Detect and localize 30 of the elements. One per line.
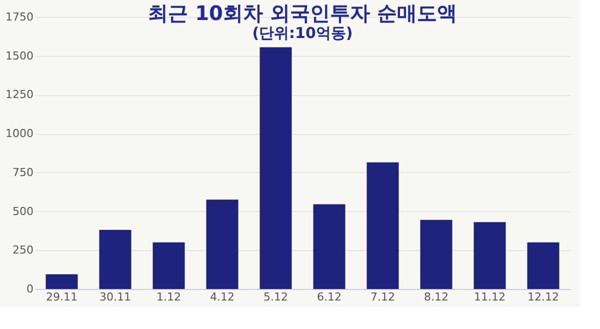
y-tick-label: 500 bbox=[12, 204, 34, 218]
x-tick-label: 30.11 bbox=[100, 290, 131, 304]
text: (단위:10억동) bbox=[252, 24, 353, 42]
chart-title: 최근 10회차 외국인투자 순매도액 bbox=[148, 1, 457, 25]
bar bbox=[313, 204, 346, 289]
x-tick-label: 1.12 bbox=[156, 290, 181, 304]
y-tick-label: 750 bbox=[12, 166, 34, 179]
y-tick-label: 1750 bbox=[6, 10, 34, 24]
x-tick-label: 7.12 bbox=[370, 290, 395, 304]
bar bbox=[152, 242, 185, 289]
x-tick-label: 8.12 bbox=[424, 290, 448, 304]
x-tick-label: 5.12 bbox=[264, 290, 288, 304]
bar bbox=[420, 220, 452, 289]
x-tick-label: 12.12 bbox=[528, 290, 559, 304]
x-tick-label: 11.12 bbox=[474, 290, 506, 304]
bar bbox=[366, 162, 399, 289]
x-tick-label: 29.11 bbox=[46, 290, 78, 304]
bar bbox=[260, 47, 292, 289]
x-tick-label: 4.12 bbox=[210, 290, 234, 304]
bar bbox=[527, 242, 560, 289]
bar bbox=[206, 200, 238, 289]
y-tick-label: 1250 bbox=[6, 88, 34, 102]
bar bbox=[99, 230, 132, 289]
y-tick-label: 1500 bbox=[6, 49, 34, 62]
bar bbox=[46, 274, 78, 289]
y-tick-label: 0 bbox=[26, 282, 34, 296]
x-tick-label: 6.12 bbox=[317, 290, 342, 304]
y-tick-label: 250 bbox=[12, 244, 34, 257]
y-tick-label: 1000 bbox=[6, 127, 34, 140]
bar bbox=[474, 222, 506, 289]
